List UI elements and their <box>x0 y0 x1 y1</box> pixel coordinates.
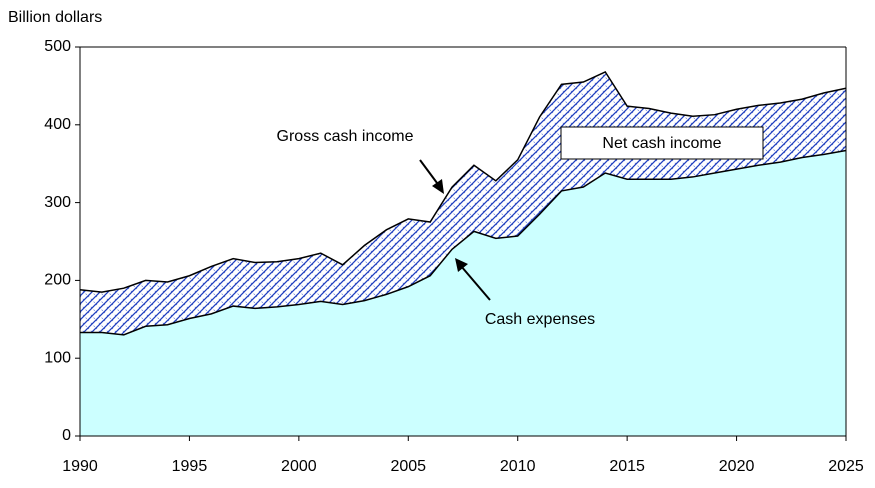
x-tick-label: 2025 <box>828 458 864 475</box>
y-tick-label: 0 <box>62 427 71 444</box>
series-line <box>80 149 847 336</box>
y-tick-label: 300 <box>44 194 71 211</box>
net-income-box <box>560 126 764 160</box>
y-tick-label: 200 <box>44 272 71 289</box>
y-tick-label: 400 <box>44 116 71 133</box>
arrow-shaft <box>460 265 491 301</box>
gross-income-annotation: Gross cash income <box>277 128 414 145</box>
y-tick-label: 500 <box>44 38 71 55</box>
y-axis-label: Billion dollars <box>8 9 102 26</box>
expenses-annotation: Cash expenses <box>485 311 595 328</box>
expenses-area <box>80 150 846 436</box>
x-tick-label: 2000 <box>281 458 317 475</box>
arrow-head <box>455 258 468 272</box>
arrow-head <box>432 179 444 194</box>
y-tick-label: 100 <box>44 349 71 366</box>
arrow-shaft <box>419 159 441 188</box>
x-tick-label: 2020 <box>719 458 755 475</box>
x-tick-label: 1990 <box>62 458 98 475</box>
x-tick-label: 2005 <box>390 458 426 475</box>
x-tick-label: 1995 <box>172 458 208 475</box>
x-tick-label: 2015 <box>609 458 645 475</box>
x-tick-label: 2010 <box>500 458 536 475</box>
net-income-annotation: Net cash income <box>602 135 721 152</box>
series-line <box>79 70 847 293</box>
